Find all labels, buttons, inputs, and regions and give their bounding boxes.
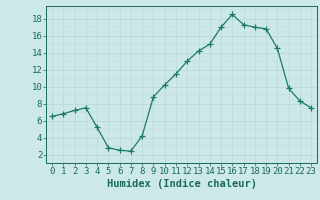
X-axis label: Humidex (Indice chaleur): Humidex (Indice chaleur) <box>107 179 257 189</box>
